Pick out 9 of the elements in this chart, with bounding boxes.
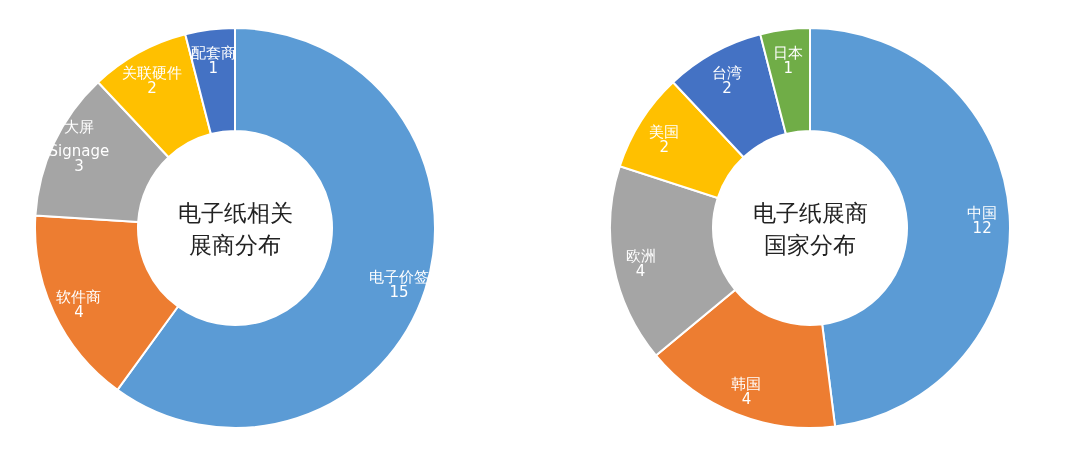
data-label: 15 — [389, 283, 409, 302]
slice-label: 日本 — [773, 43, 804, 62]
slice-label: 配套商 — [190, 43, 236, 62]
slice-label: 台湾 — [711, 63, 742, 82]
text: 电子纸展商国家分布 — [752, 200, 868, 258]
data-label: 12 — [972, 219, 992, 238]
slice-label: 美国 — [649, 122, 680, 141]
slice-label: 关联硬件 — [121, 63, 182, 82]
text: 电子纸相关展商分布 — [177, 200, 293, 258]
